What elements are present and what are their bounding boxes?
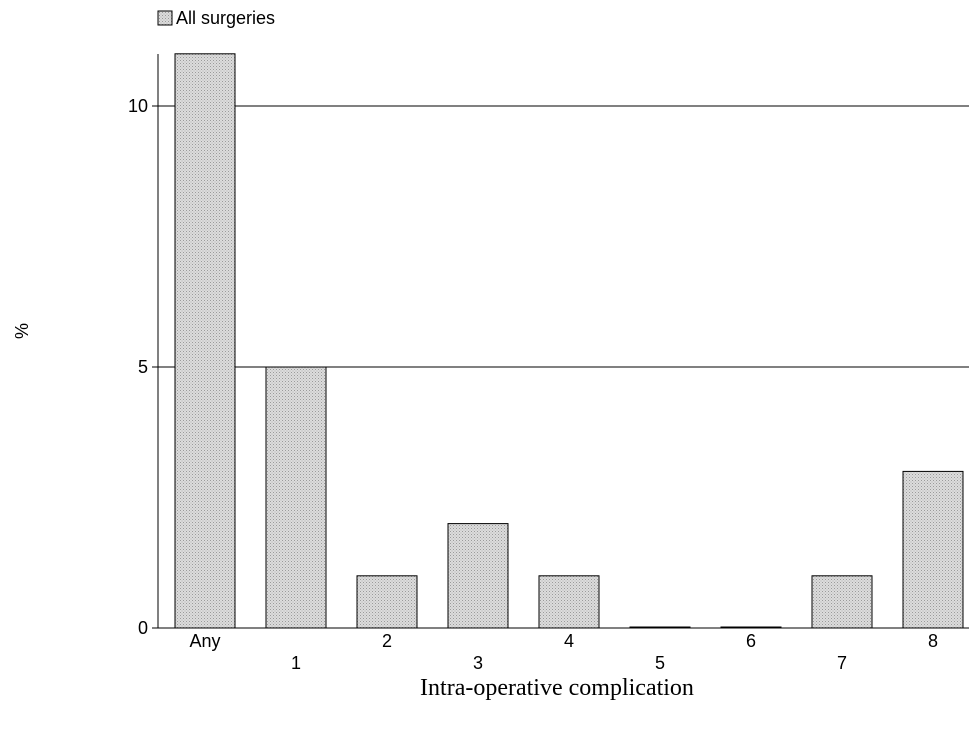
x-tick-label: 6 — [746, 631, 756, 651]
x-tick-label: 4 — [564, 631, 574, 651]
x-tick-label: 7 — [837, 653, 847, 673]
bar — [356, 575, 418, 629]
y-tick-label: 10 — [128, 96, 148, 116]
bar — [538, 575, 600, 629]
y-ticks: 0 5 10 — [128, 96, 158, 638]
x-tick-label: 5 — [655, 653, 665, 673]
y-tick-label: 0 — [138, 618, 148, 638]
x-tick-label: Any — [189, 631, 220, 651]
x-tick-label: 8 — [928, 631, 938, 651]
x-axis-label: Intra-operative complication — [420, 675, 694, 701]
legend: All surgeries — [157, 8, 275, 28]
x-tick-label: 1 — [291, 653, 301, 673]
gridlines — [158, 105, 969, 368]
bar — [902, 470, 964, 629]
axes — [157, 54, 969, 629]
x-tick-label: 2 — [382, 631, 392, 651]
bar — [447, 523, 509, 629]
x-tick-labels: Any 1 2 3 4 5 6 7 8 — [189, 631, 938, 673]
bar — [265, 366, 327, 629]
bar — [174, 53, 236, 629]
bar — [811, 575, 873, 629]
legend-label: All surgeries — [176, 8, 275, 28]
bars — [174, 53, 964, 629]
x-tick-label: 3 — [473, 653, 483, 673]
y-tick-label: 5 — [138, 357, 148, 377]
y-axis-label: % — [12, 323, 32, 339]
legend-swatch — [157, 10, 173, 26]
